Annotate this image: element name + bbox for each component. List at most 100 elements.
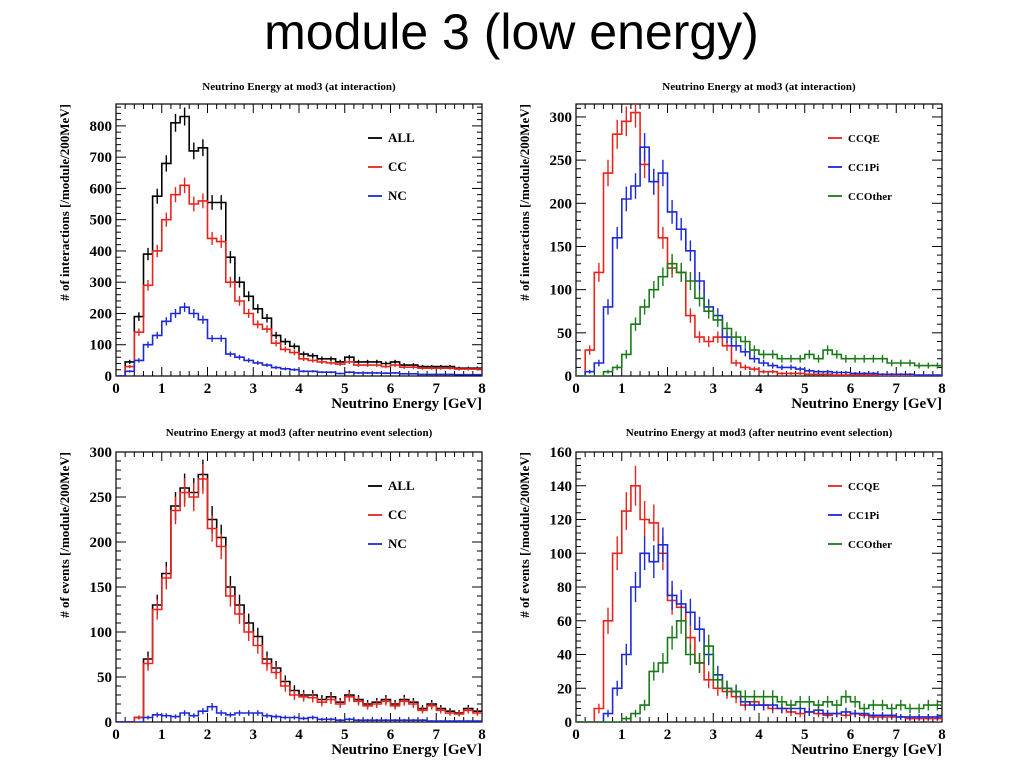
y-axis-label: # of interactions [/module/200MeV] [57,104,72,301]
x-tick-label: 6 [387,381,395,397]
legend-label-ccother: CCOther [848,539,892,551]
x-tick-label: 2 [664,381,672,397]
series-line-ccqe [576,111,942,376]
x-tick-label: 6 [847,727,855,743]
series-ccother [576,607,942,722]
x-tick-label: 0 [112,381,120,397]
series-line-ccother [576,262,942,376]
y-tick-label: 500 [90,213,113,229]
y-tick-label: 50 [97,670,112,686]
legend-label-ccother: CCOther [848,191,892,203]
chart-panel-top-left: Neutrino Energy at mod3 (at interaction)… [57,81,486,412]
y-tick-label: 80 [557,580,572,596]
chart-panel-top-right: Neutrino Energy at mod3 (at interaction)… [517,81,946,412]
series-line-cc1pi [576,146,942,376]
y-tick-label: 100 [550,546,573,562]
x-tick-label: 2 [204,727,212,743]
series-all [116,107,482,376]
y-tick-label: 100 [90,625,113,641]
y-tick-label: 600 [90,181,113,197]
y-axis-label: # of interactions [/module/200MeV] [517,104,532,301]
x-tick-label: 1 [158,381,166,397]
x-tick-label: 3 [250,381,258,397]
y-tick-label: 150 [550,239,573,255]
x-tick-label: 3 [250,727,258,743]
legend-label-nc: NC [388,188,407,203]
y-axis-label: # of events [/module/200MeV] [57,452,72,618]
series-line-cc1pi [576,544,942,722]
legend-label-cc: CC [388,159,407,174]
series-line-all [116,115,482,376]
chart-title: Neutrino Energy at mod3 (after neutrino … [626,427,893,439]
series-ccqe [576,104,942,376]
x-tick-label: 0 [572,727,580,743]
legend-label-cc1pi: CC1Pi [848,162,879,174]
slide-title: module 3 (low energy) [264,4,759,60]
y-tick-label: 60 [557,614,572,630]
x-tick-label: 7 [433,727,441,743]
legend-label-cc1pi: CC1Pi [848,510,879,522]
y-tick-label: 800 [90,119,113,135]
x-tick-label: 1 [618,381,626,397]
series-line-all [116,473,482,722]
y-tick-label: 300 [550,110,573,126]
chart-title: Neutrino Energy at mod3 (after neutrino … [166,427,433,439]
legend-label-all: ALL [388,130,415,145]
x-tick-label: 2 [204,381,212,397]
x-tick-label: 4 [755,727,763,743]
x-tick-label: 8 [938,727,946,743]
x-tick-label: 4 [755,381,763,397]
x-tick-label: 7 [433,381,441,397]
x-tick-label: 4 [295,381,303,397]
x-tick-label: 3 [710,727,718,743]
y-tick-label: 140 [550,479,573,495]
y-tick-label: 40 [557,648,572,664]
series-line-nc [116,306,482,376]
x-axis-label: Neutrino Energy [GeV] [331,742,482,758]
x-tick-label: 3 [710,381,718,397]
y-tick-label: 20 [557,681,572,697]
y-tick-label: 0 [565,715,573,731]
y-tick-label: 100 [90,338,113,354]
y-tick-label: 0 [105,715,113,731]
x-tick-label: 8 [938,381,946,397]
series-cc [116,177,482,376]
y-tick-label: 200 [550,196,573,212]
series-cc [116,464,482,722]
x-tick-label: 7 [893,727,901,743]
y-tick-label: 0 [565,369,573,385]
plot-frame [115,451,483,723]
y-tick-label: 200 [90,306,113,322]
x-tick-label: 8 [478,381,486,397]
y-tick-label: 250 [90,490,113,506]
x-tick-label: 0 [572,381,580,397]
series-line-cc [116,478,482,722]
series-nc [116,703,482,722]
chart-title: Neutrino Energy at mod3 (at interaction) [202,81,396,93]
legend-label-ccqe: CCQE [848,481,880,493]
y-tick-label: 50 [557,326,572,342]
legend-label-all: ALL [388,478,415,493]
y-tick-label: 0 [105,369,113,385]
x-tick-label: 8 [478,727,486,743]
x-axis-label: Neutrino Energy [GeV] [331,396,482,412]
series-cc1pi [576,527,942,722]
series-ccother [576,253,942,376]
x-tick-label: 5 [801,381,809,397]
y-tick-label: 160 [550,445,573,461]
y-axis-label: # of events [/module/200MeV] [517,452,532,618]
legend-label-ccqe: CCQE [848,133,880,145]
y-tick-label: 100 [550,283,573,299]
series-cc1pi [576,133,942,376]
x-tick-label: 1 [158,727,166,743]
x-axis-label: Neutrino Energy [GeV] [791,742,942,758]
legend-label-nc: NC [388,536,407,551]
x-tick-label: 7 [893,381,901,397]
x-tick-label: 4 [295,727,303,743]
legend-label-cc: CC [388,507,407,522]
x-axis-label: Neutrino Energy [GeV] [791,396,942,412]
y-tick-label: 300 [90,275,113,291]
x-tick-label: 6 [387,727,395,743]
x-tick-label: 6 [847,381,855,397]
x-tick-label: 2 [664,727,672,743]
